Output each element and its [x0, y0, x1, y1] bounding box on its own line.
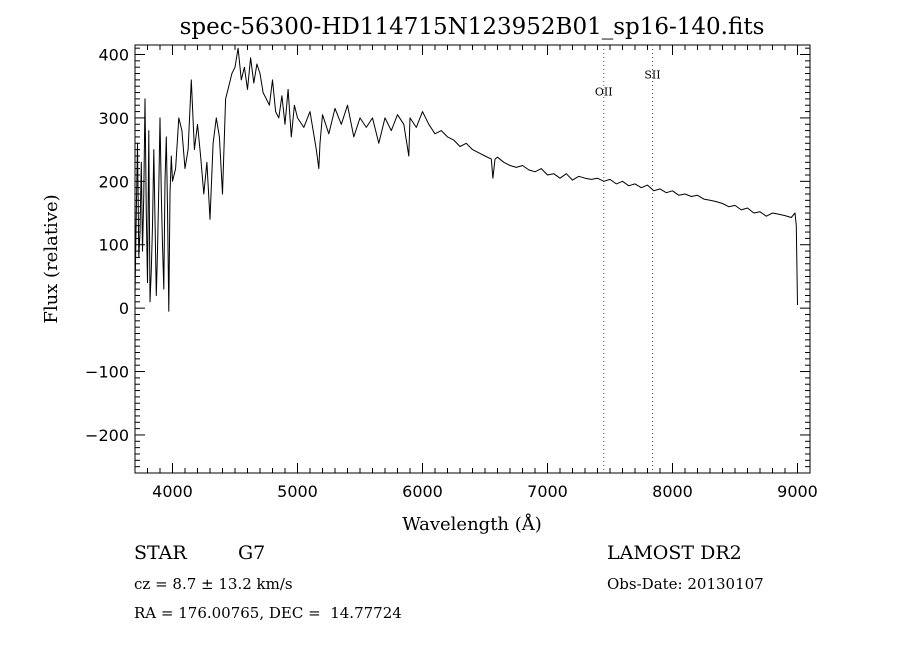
object-subclass: G7 [238, 542, 266, 564]
y-tick-label: 400 [98, 46, 129, 65]
y-tick-label: −200 [85, 426, 129, 445]
observation-date: Obs-Date: 20130107 [607, 575, 764, 593]
spectrum-line [134, 47, 798, 312]
y-axis-label: Flux (relative) [41, 194, 62, 323]
plot-frame [134, 44, 811, 474]
chart-title: spec-56300-HD114715N123952B01_sp16-140.f… [180, 14, 765, 40]
y-tick-label: 100 [98, 236, 129, 255]
coordinates-text: RA = 176.00765, DEC = 14.77724 [134, 604, 402, 622]
line-label-sii: SII [644, 69, 660, 82]
x-tick-label: 6000 [402, 482, 443, 501]
x-tick-label: 8000 [652, 482, 693, 501]
y-tick-label: 200 [98, 172, 129, 191]
plot-area: 4000 5000 6000 7000 8000 9000 −200 −100 0 100 200 3… [85, 44, 818, 501]
x-tick-label: 9000 [777, 482, 818, 501]
x-axis-label: Wavelength (Å) [402, 513, 542, 535]
x-tick-label: 4000 [152, 482, 193, 501]
y-tick-label: −100 [85, 363, 129, 382]
line-label-oii: OII [595, 86, 613, 99]
object-class: STAR [134, 542, 187, 564]
x-tick-label: 7000 [527, 482, 568, 501]
y-tick-label: 300 [98, 109, 129, 128]
x-tick-label: 5000 [277, 482, 318, 501]
redshift-text: cz = 8.7 ± 13.2 km/s [134, 575, 293, 593]
survey-name: LAMOST DR2 [607, 542, 742, 564]
y-tick-label: 0 [119, 299, 129, 318]
